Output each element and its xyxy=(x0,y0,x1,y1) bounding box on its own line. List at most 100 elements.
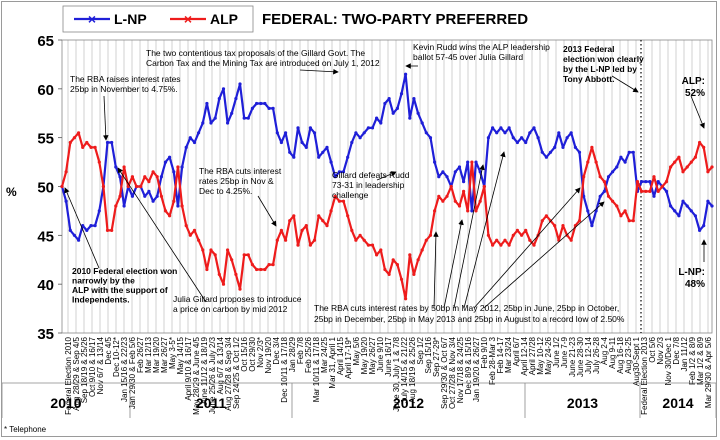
data-point xyxy=(470,209,474,213)
data-point xyxy=(544,214,549,218)
data-point xyxy=(656,180,660,184)
data-point xyxy=(499,243,503,247)
data-point xyxy=(524,140,528,145)
data-point xyxy=(234,272,238,276)
data-point xyxy=(271,263,275,267)
data-point xyxy=(337,170,341,174)
data-point xyxy=(631,219,635,223)
x-tick-label: June 25/26 & July 2/3 xyxy=(208,336,217,413)
annotation-arrow xyxy=(64,187,100,269)
data-point xyxy=(627,219,631,223)
data-point xyxy=(677,214,681,218)
annotation-line: Tony Abbott. xyxy=(563,74,614,84)
data-point xyxy=(486,136,490,140)
data-point xyxy=(623,160,627,164)
data-point xyxy=(114,204,118,208)
data-point xyxy=(197,238,201,242)
data-point xyxy=(172,199,176,203)
data-point xyxy=(201,248,205,252)
x-tick-label: Sep 15/16 xyxy=(424,336,433,373)
x-tick-label: Mar 19/20 xyxy=(152,336,161,373)
data-point xyxy=(180,165,184,169)
data-point xyxy=(370,243,375,247)
data-point xyxy=(586,160,590,164)
data-point xyxy=(292,214,296,218)
data-point xyxy=(168,155,172,159)
x-tick-label: Oct 29/30 xyxy=(248,336,257,371)
data-point xyxy=(130,194,134,198)
data-point xyxy=(346,214,350,218)
data-point xyxy=(561,224,565,228)
data-point xyxy=(387,97,391,101)
annotation-line: Kevin Rudd wins the ALP leadership xyxy=(413,42,550,52)
data-point xyxy=(544,155,549,159)
data-point xyxy=(130,175,134,179)
data-point xyxy=(590,145,594,149)
annotation-line: rates 25bp in Nov & xyxy=(199,176,274,186)
data-point xyxy=(184,224,188,228)
series-lines xyxy=(60,72,714,301)
x-tick-label: Jan 29/30 & Feb 5/6 xyxy=(128,336,137,409)
data-point xyxy=(664,180,669,184)
data-point xyxy=(482,184,486,189)
data-point xyxy=(159,175,163,179)
x-tick-label: Sep 24/25 & Oct 1/2 xyxy=(232,336,241,409)
series-line-l-np xyxy=(60,73,713,242)
data-point xyxy=(520,136,524,140)
data-point xyxy=(97,209,101,213)
data-point xyxy=(445,194,449,198)
data-point xyxy=(176,165,180,169)
data-point xyxy=(462,180,466,184)
x-tick-label: Feb 9/10 xyxy=(480,336,489,368)
data-point xyxy=(412,97,416,101)
data-point xyxy=(163,160,168,164)
data-point xyxy=(379,121,383,125)
annotation-rudd-wins: Kevin Rudd wins the ALP leadershipballot… xyxy=(413,42,550,62)
data-point xyxy=(453,199,457,203)
data-point xyxy=(524,228,528,232)
data-point xyxy=(478,199,482,203)
x-tick-label: Mar 29/30 & Apr 5/6 xyxy=(704,336,713,408)
year-label: 2013 xyxy=(567,395,598,411)
x-tick-label: Feb 7/8 xyxy=(296,336,305,364)
data-point xyxy=(598,175,602,179)
x-tick-label: Nov 30/Dec 1 xyxy=(664,336,673,385)
data-point xyxy=(255,267,259,272)
data-point xyxy=(209,121,213,125)
data-point xyxy=(362,131,366,135)
data-point xyxy=(341,199,346,203)
data-point xyxy=(693,214,698,218)
data-point xyxy=(308,243,312,247)
data-point xyxy=(242,253,246,257)
data-point xyxy=(354,238,358,242)
x-tick-label: April 12-14 xyxy=(520,336,529,375)
footnote: * Telephone xyxy=(4,425,47,434)
legend-label: ALP xyxy=(210,11,238,27)
data-point xyxy=(507,126,511,130)
y-tick-label: 55 xyxy=(37,131,54,148)
x-tick-label: May 5/6 xyxy=(352,336,361,365)
x-tick-label: May 26/27 xyxy=(368,336,377,374)
data-point xyxy=(279,140,283,145)
data-point xyxy=(577,219,582,223)
data-point xyxy=(598,194,602,198)
x-tick-label: May 28/29 & June 4/5 xyxy=(192,336,201,414)
annotation-line: ALP with the support of xyxy=(72,285,168,295)
annotation-arrow xyxy=(299,68,339,75)
data-point xyxy=(433,209,437,213)
x-tick-label: May 19/20 xyxy=(360,336,369,374)
data-point xyxy=(424,131,428,135)
data-point xyxy=(399,92,404,96)
data-point xyxy=(296,243,300,247)
data-point xyxy=(515,228,520,232)
data-point xyxy=(304,145,308,149)
x-tick-label: Jan 11/12 xyxy=(680,336,689,371)
data-point xyxy=(126,184,130,189)
annotation-line: 73-31 in leadership xyxy=(332,180,405,190)
x-tick-label: June 30, July 1 & 7/8 xyxy=(392,336,401,411)
data-point xyxy=(250,263,254,267)
annotation-arrow xyxy=(483,201,605,309)
annotation-line: a price on carbon by mid 2012 xyxy=(173,304,288,314)
annotation-rba-cuts-2012-2013: The RBA cuts interest rates by 50bp in M… xyxy=(314,303,625,324)
